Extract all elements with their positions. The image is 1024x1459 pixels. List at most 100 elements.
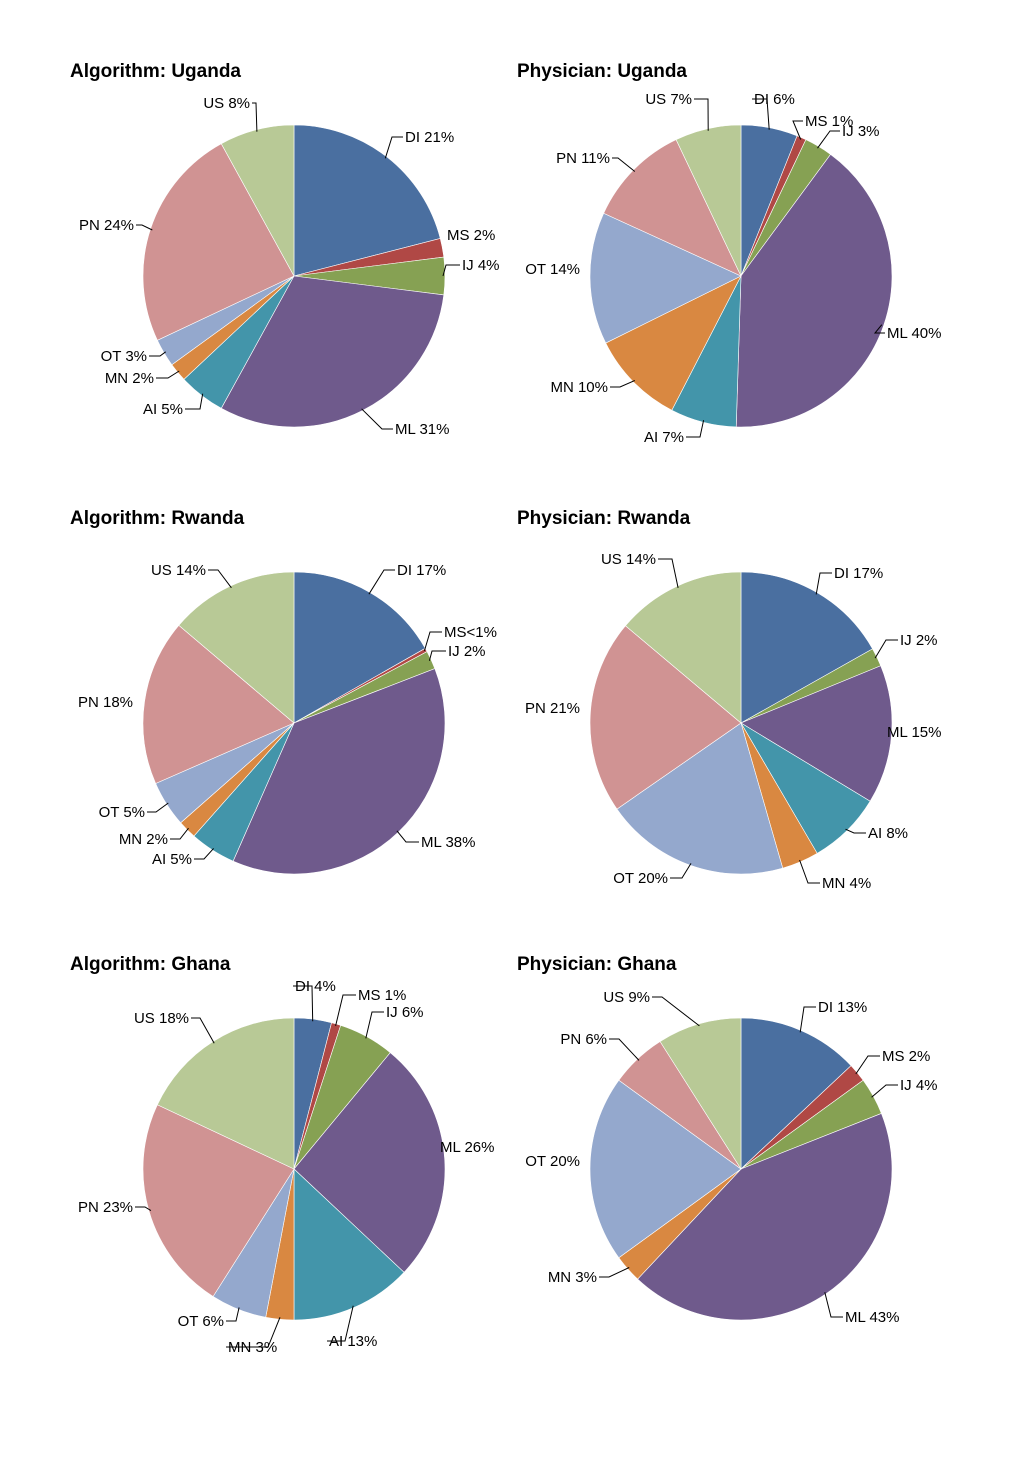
pie-slice-pn — [589, 625, 742, 810]
slice-label-ms: MS<1% — [444, 624, 497, 641]
slice-label-di: DI 17% — [397, 562, 446, 579]
leader-line — [368, 569, 395, 595]
slice-label-ai: AI 13% — [329, 1333, 377, 1350]
slice-label-ij: IJ 6% — [386, 1004, 424, 1021]
leader-line — [208, 569, 232, 589]
chart-title: Physician: Uganda — [517, 61, 687, 82]
pie-panel: Algorithm: Rwanda DI 17% MS<1% IJ 2% ML 38% A… — [70, 508, 497, 875]
leader-line — [428, 650, 446, 661]
pie-slice-pn — [142, 624, 295, 784]
leader-line — [845, 828, 866, 834]
leader-line — [327, 1305, 354, 1342]
slice-label-di: DI 17% — [834, 565, 883, 582]
leader-line — [384, 136, 403, 159]
leader-line — [135, 1206, 152, 1212]
slice-label-mn: MN 2% — [119, 831, 168, 848]
leader-line — [599, 1267, 630, 1278]
pie-panel: Physician: Rwanda DI 17% IJ 2% ML 15% AI 8% M… — [517, 508, 941, 892]
slice-label-ml: ML 43% — [845, 1309, 899, 1326]
leader-line — [423, 631, 442, 652]
pie-panel: Algorithm: Uganda DI 21% MS 2% IJ 4% ML 31% A… — [70, 61, 500, 438]
slice-label-ij: IJ 3% — [842, 123, 880, 140]
leader-line — [226, 1307, 240, 1322]
leader-line — [226, 1317, 281, 1348]
leader-line — [873, 324, 885, 334]
pie-slice-di — [293, 124, 441, 277]
leader-line — [694, 98, 709, 131]
slice-label-us: US 14% — [151, 562, 206, 579]
slice-label-pn: PN 23% — [78, 1199, 133, 1216]
leader-line — [817, 130, 840, 149]
slice-label-mn: MN 3% — [548, 1269, 597, 1286]
leader-line — [874, 639, 898, 659]
slice-label-ot: OT 5% — [99, 804, 145, 821]
slice-label-ij: IJ 2% — [448, 643, 486, 660]
pie-panel: Algorithm: Ghana DI 4% MS 1%IJ 6% ML 26% AI … — [70, 954, 494, 1356]
leader-line — [686, 420, 705, 438]
leader-line — [396, 830, 419, 843]
leader-line — [855, 1055, 880, 1075]
slice-label-pn: PN 11% — [556, 150, 610, 167]
leader-line — [147, 802, 169, 813]
slice-label-ot: OT 3% — [101, 348, 147, 365]
pie-slice-mn — [605, 275, 742, 411]
pie-slice-ml — [740, 665, 893, 802]
leader-line — [609, 1038, 640, 1061]
slice-label-ij: IJ 2% — [900, 632, 938, 649]
leader-line — [752, 98, 770, 130]
pie-slice-ml — [735, 153, 893, 428]
slice-label-mn: MN 10% — [550, 379, 608, 396]
leader-line — [361, 408, 393, 430]
slice-label-ot: OT 20% — [525, 1153, 580, 1170]
slice-label-di: DI 4% — [295, 978, 336, 995]
leader-line — [612, 157, 636, 172]
pie-slice-ml — [220, 275, 445, 428]
leader-line — [365, 1011, 384, 1039]
pie-slice-pn — [142, 1104, 295, 1297]
pie-slice-ml — [293, 1052, 446, 1273]
leader-line — [799, 859, 820, 884]
pie-slice-ot — [589, 1079, 742, 1259]
slice-label-ms: MS 2% — [447, 227, 495, 244]
slice-label-us: US 8% — [203, 95, 250, 112]
leader-line — [658, 558, 679, 589]
pie-slice-di — [740, 571, 873, 724]
slice-label-ai: AI 8% — [868, 825, 908, 842]
slice-label-pn: PN 24% — [79, 217, 134, 234]
slice-label-us: US 9% — [603, 989, 650, 1006]
leader-line — [792, 120, 803, 140]
leader-line — [652, 996, 700, 1027]
leader-line — [293, 985, 314, 1022]
slice-label-pn: PN 18% — [78, 694, 133, 711]
slice-label-di: DI 6% — [754, 91, 795, 108]
leader-line — [670, 863, 692, 879]
slice-label-ml: ML 31% — [395, 421, 449, 438]
slice-label-ml: ML 38% — [421, 834, 475, 851]
leader-line — [194, 848, 214, 860]
slice-label-di: DI 13% — [818, 999, 867, 1016]
slice-label-ai: AI 5% — [152, 851, 192, 868]
leader-line — [185, 393, 204, 410]
leader-line — [252, 102, 258, 132]
leader-line — [156, 370, 180, 379]
pie-slice-us — [659, 1017, 742, 1171]
leader-line — [191, 1017, 215, 1044]
chart-title: Physician: Rwanda — [517, 508, 691, 529]
slice-label-pn: PN 21% — [525, 700, 580, 717]
slice-label-mn: MN 3% — [228, 1339, 277, 1356]
pie-panel: Physician: Ghana DI 13% MS 2% IJ 4% ML 43% MN… — [517, 954, 938, 1326]
slice-label-ms: MS 2% — [882, 1048, 930, 1065]
slice-label-ml: ML 40% — [887, 325, 941, 342]
slice-label-di: DI 21% — [405, 129, 454, 146]
leader-line — [799, 1006, 816, 1033]
slice-label-ij: IJ 4% — [462, 257, 500, 274]
slice-label-ij: IJ 4% — [900, 1077, 938, 1094]
slice-label-pn: PN 6% — [560, 1031, 607, 1048]
leader-line — [610, 380, 636, 388]
slice-label-ml: ML 26% — [440, 1139, 494, 1156]
slice-label-us: US 14% — [601, 551, 656, 568]
leader-line — [815, 572, 832, 595]
leader-line — [824, 1292, 843, 1318]
leader-line — [335, 994, 356, 1027]
